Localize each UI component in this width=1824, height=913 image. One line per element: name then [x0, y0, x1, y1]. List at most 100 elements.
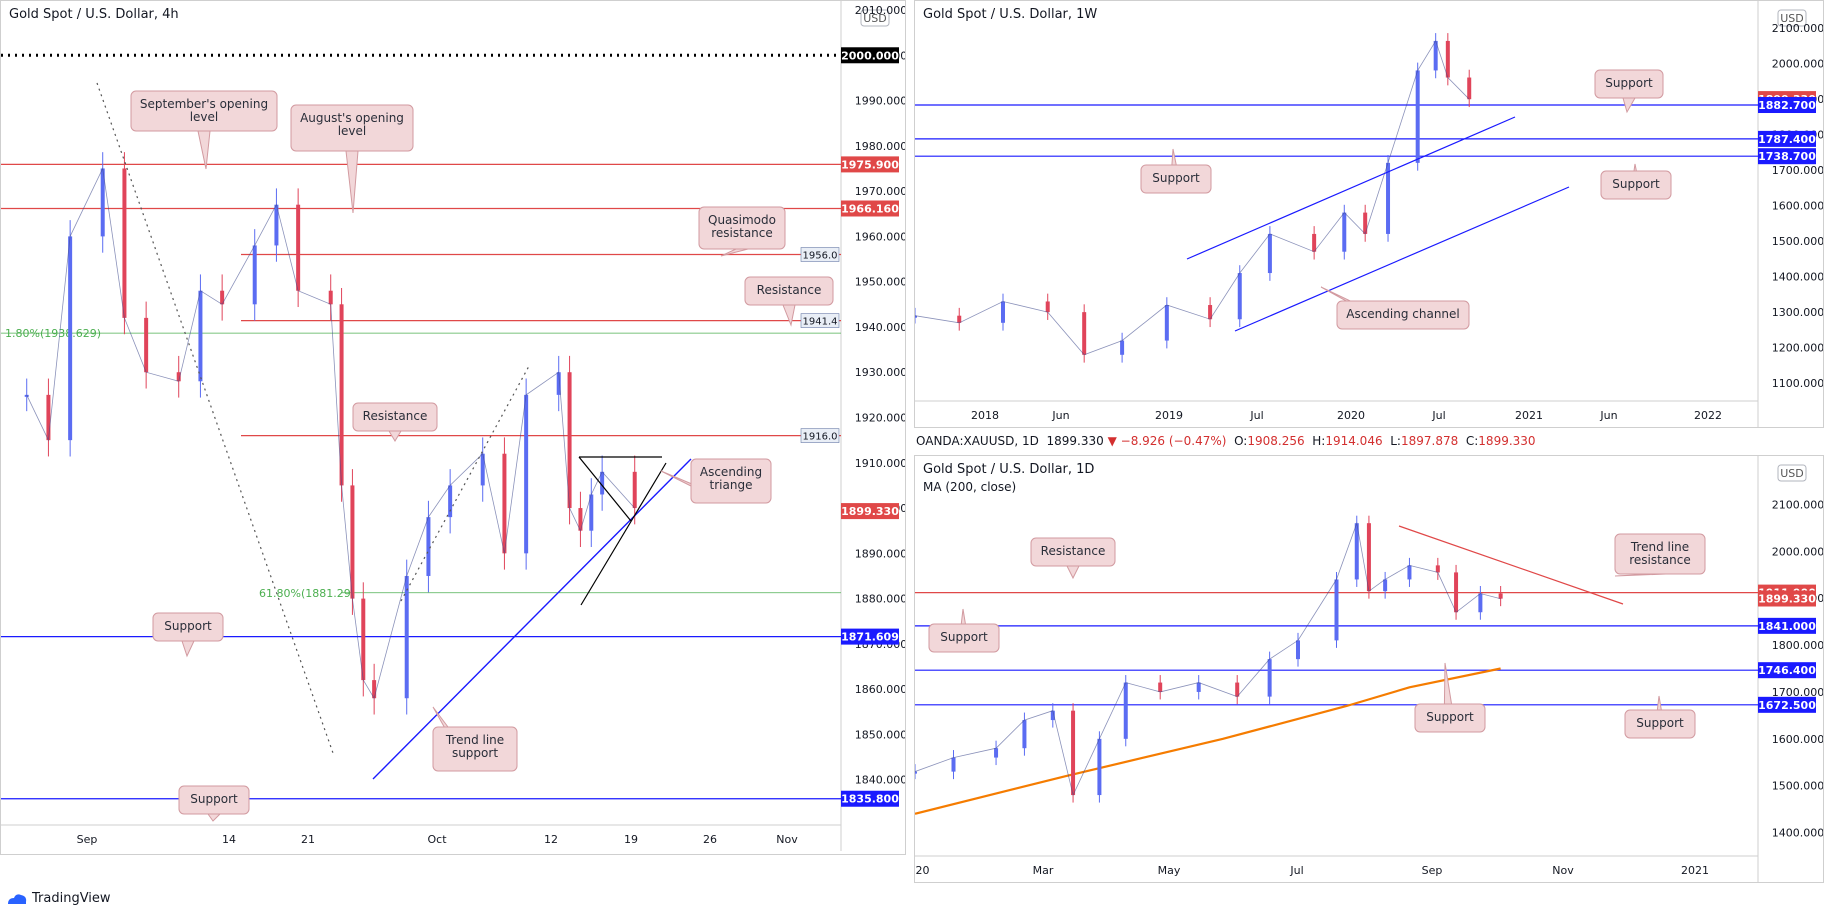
- price-badge-label: 2000.000: [841, 49, 899, 62]
- chart-4h-svg[interactable]: USD1840.0001850.0001860.0001870.0001880.…: [1, 1, 905, 854]
- candle-body: [144, 317, 149, 373]
- ma-indicator-label[interactable]: MA (200, close): [923, 480, 1017, 494]
- price-badge-label: 1899.330: [1758, 593, 1816, 606]
- y-tick-label: 2000.000: [1772, 57, 1823, 70]
- candle-body: [350, 485, 355, 599]
- close-label: C:: [1465, 434, 1479, 448]
- callout-box: [290, 104, 414, 152]
- y-tick-label: 1980.000: [855, 140, 905, 153]
- callout-pointer: [181, 640, 195, 658]
- callout-box: [1624, 709, 1696, 739]
- candle-body: [556, 372, 561, 395]
- candle-body: [1267, 659, 1272, 697]
- y-tick-label: 1990.000: [855, 95, 905, 108]
- price-badge: [841, 47, 899, 64]
- candle-body: [1158, 682, 1163, 692]
- low-label: L:: [1390, 434, 1401, 448]
- candle-body: [100, 168, 105, 237]
- x-tick-label: May: [1158, 864, 1181, 877]
- candle-body: [361, 598, 366, 681]
- currency-badge: [1777, 464, 1807, 482]
- candle-body: [1454, 572, 1459, 613]
- level-tag: [800, 313, 840, 328]
- callout-text: Ascending channel: [1346, 307, 1460, 321]
- callout-box: [1336, 300, 1470, 330]
- x-tick-label: 2021: [1681, 864, 1709, 877]
- x-tick-label: Oct: [427, 833, 447, 846]
- callout-text: Support: [1612, 177, 1660, 191]
- candle-body: [1415, 70, 1420, 163]
- tradingview-logo[interactable]: TradingView: [6, 891, 111, 906]
- price-path: [915, 39, 1470, 356]
- callout-text: Resistance: [757, 283, 822, 297]
- candle-body: [1082, 312, 1087, 355]
- x-tick-label: 2020: [1337, 409, 1365, 422]
- callout-text: Quasimodo: [708, 213, 776, 227]
- callout-box: [1140, 164, 1212, 194]
- triangle-side: [578, 456, 632, 522]
- candle-body: [1208, 305, 1213, 320]
- candle-body: [1237, 273, 1242, 320]
- price-badge-label: 1899.330: [841, 505, 899, 518]
- price-badge: [841, 790, 899, 807]
- callout-box: [432, 726, 518, 772]
- x-tick-label: '20: [915, 864, 930, 877]
- callout-pointer: [345, 150, 359, 214]
- callout-text: Resistance: [1041, 544, 1106, 558]
- price-badge-label: 1841.000: [1758, 620, 1816, 633]
- callout-text: Resistance: [363, 409, 428, 423]
- y-tick-label: 1930.000: [855, 366, 905, 379]
- currency-badge: [860, 9, 890, 27]
- candle-body: [994, 748, 999, 758]
- close-value: 1899.330: [1478, 434, 1536, 448]
- x-tick-label: Nov: [1552, 864, 1574, 877]
- x-tick-label: Jul: [1289, 864, 1303, 877]
- candle-body: [448, 485, 453, 518]
- chart-1d-svg[interactable]: USD 1400.000 1500.000 1600.000 1700.000 1800.…: [915, 456, 1823, 882]
- callout-text: Support: [190, 792, 238, 806]
- candle-body: [502, 453, 507, 554]
- price-badge: [841, 200, 899, 217]
- x-tick-label: Sep: [1422, 864, 1443, 877]
- level-tag-label: 1956.0: [803, 251, 838, 262]
- callout-text: Ascending: [700, 465, 762, 479]
- candle-body: [1445, 40, 1450, 78]
- y-tick-label: 1500.000: [1772, 780, 1823, 793]
- currency-label: USD: [1780, 12, 1804, 25]
- y-tick-label: 1300.000: [1772, 306, 1823, 319]
- callout-text: Trend line: [1630, 540, 1689, 554]
- y-tick-label: 1600.000: [1772, 733, 1823, 746]
- chart-title-1d: Gold Spot / U.S. Dollar, 1D: [923, 462, 1095, 477]
- chart-1w-svg[interactable]: USD 1100.000 1200.000 1300.000 1400.000 1500.…: [915, 1, 1823, 427]
- price-path: [26, 167, 635, 700]
- price-badge-label: 1746.400: [1758, 664, 1816, 677]
- chart-panel-4h[interactable]: Gold Spot / U.S. Dollar, 4h USD 1840.000 1…: [0, 0, 906, 855]
- candle-body: [1000, 301, 1005, 323]
- y-tick-label: 2100.000: [1772, 498, 1823, 511]
- chart-panel-1d[interactable]: Gold Spot / U.S. Dollar, 1D MA (200, clo…: [914, 455, 1824, 883]
- candle-body: [328, 290, 333, 305]
- price-badge: [1758, 662, 1816, 679]
- level-tag-label: 1941.4: [803, 317, 838, 328]
- candle-body: [24, 394, 29, 397]
- x-tick-label: 2021: [1515, 409, 1543, 422]
- callout-box: [1600, 170, 1672, 200]
- candle-body: [1164, 305, 1169, 341]
- candle-body: [578, 508, 583, 531]
- candle-body: [480, 453, 485, 486]
- down-arrow-icon: ▼: [1107, 434, 1117, 448]
- x-tick-label: Jun: [1599, 409, 1617, 422]
- last-price: 1899.330: [1046, 434, 1104, 448]
- callout-text: Support: [1636, 716, 1684, 730]
- candle-body: [1022, 720, 1027, 749]
- chart-panel-1w[interactable]: Gold Spot / U.S. Dollar, 1W USD 1100.000 1…: [914, 0, 1824, 428]
- candle-body: [1120, 340, 1125, 355]
- y-tick-label: 2100.000: [1772, 22, 1823, 35]
- triangle-base: [580, 462, 667, 606]
- y-tick-label: 1400.000: [1772, 271, 1823, 284]
- callout-box: [744, 276, 834, 306]
- x-tick-label: 2018: [971, 409, 999, 422]
- candle-body: [68, 236, 73, 441]
- level-tag: [800, 247, 840, 262]
- candle-body: [1071, 710, 1076, 796]
